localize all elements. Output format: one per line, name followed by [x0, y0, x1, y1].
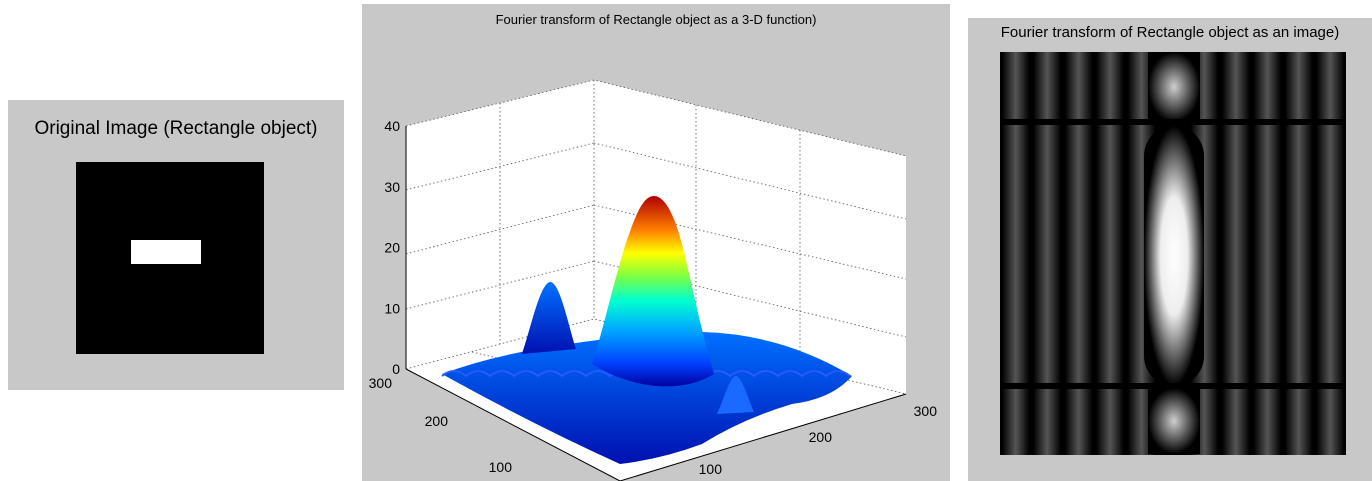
- surface-plot: 0 10 20 30 40 300 200 100 100 200 300: [369, 79, 938, 481]
- original-image-panel: Original Image (Rectangle object): [8, 100, 344, 390]
- y-tick-label-100: 100: [489, 459, 513, 475]
- fringe-column-4: [1096, 52, 1124, 455]
- fringe-column-2: [1033, 52, 1061, 455]
- surface-base: [442, 332, 852, 464]
- y-tick-label-300: 300: [369, 375, 393, 391]
- z-tick-label-30: 30: [384, 179, 400, 195]
- secondary-peak-left: [522, 282, 576, 354]
- axes-edges: [405, 126, 907, 481]
- fringe-column-11: [1316, 52, 1344, 455]
- upper-lobe: [1148, 52, 1200, 122]
- z-tick-label-10: 10: [384, 300, 400, 316]
- upper-dark-band: [1000, 119, 1346, 125]
- fringe-column-1: [1002, 52, 1030, 455]
- ft-image-title: Fourier transform of Rectangle object as…: [1000, 24, 1340, 41]
- rectangle-object: [131, 240, 201, 264]
- fringe-column-10: [1285, 52, 1313, 455]
- axis-ticks: 0 10 20 30 40 300 200 100 100 200 300: [369, 118, 938, 477]
- x-tick-label-300: 300: [914, 403, 938, 419]
- z-tick-label-0: 0: [392, 361, 400, 377]
- secondary-peak-right: [717, 376, 754, 414]
- ft-image-panel: Fourier transform of Rectangle object as…: [968, 18, 1372, 481]
- lower-dark-band: [1000, 383, 1346, 389]
- center-lobe: [1144, 126, 1204, 386]
- main-peak: [592, 196, 714, 387]
- lower-lobe: [1148, 388, 1200, 454]
- fringe-column-9: [1253, 52, 1282, 455]
- x-tick-label-100: 100: [699, 461, 723, 477]
- z-tick-label-40: 40: [384, 118, 400, 134]
- ft-image: [1000, 52, 1346, 455]
- original-image-title: Original Image (Rectangle object): [34, 118, 318, 139]
- y-tick-label-200: 200: [425, 413, 449, 429]
- fringe-column-8: [1222, 52, 1250, 455]
- fringe-column-3: [1064, 52, 1093, 455]
- x-tick-label-200: 200: [809, 429, 833, 445]
- original-image: [76, 162, 264, 354]
- z-tick-label-20: 20: [384, 240, 400, 256]
- surface-plot-panel: Fourier transform of Rectangle object as…: [362, 4, 950, 481]
- fourier-surface: [441, 196, 852, 464]
- surface-plot-title: Fourier transform of Rectangle object as…: [495, 12, 817, 27]
